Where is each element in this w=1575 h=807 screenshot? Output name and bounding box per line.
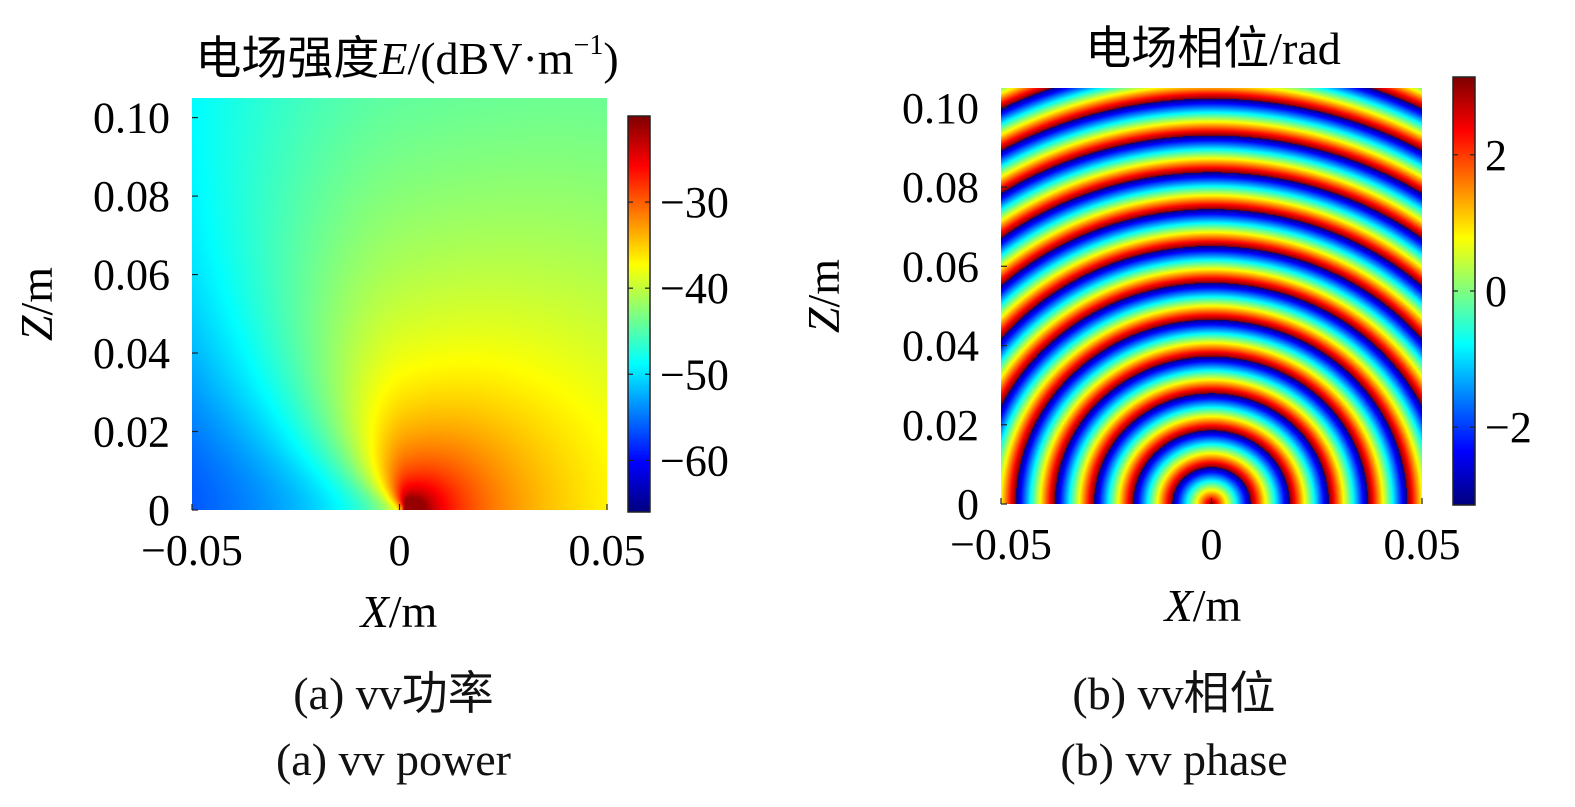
y-axis-label: Z/m — [798, 259, 849, 333]
y-tick-label: 0.06 — [902, 242, 979, 291]
caption-english: (a) vv power — [275, 734, 511, 785]
heatmap-plot-area — [1001, 88, 1422, 504]
y-tick-label: 0.06 — [93, 251, 170, 300]
y-tick-label: 0 — [957, 480, 979, 529]
colorbar-tick-label: −30 — [660, 178, 729, 227]
y-axis-unit: /m — [11, 267, 62, 316]
caption-chinese: (b) vv相位 — [1072, 668, 1276, 719]
title-symbol: E — [378, 33, 407, 84]
title-unit: /(dBV·m — [407, 33, 573, 84]
caption-chinese: (a) vv功率 — [293, 668, 494, 719]
y-axis-symbol: Z — [798, 307, 849, 333]
colorbar-tick-label: −60 — [660, 436, 729, 485]
x-axis-label: X/m — [1163, 580, 1242, 631]
caption-english: (b) vv phase — [1060, 734, 1288, 785]
y-tick-label: 0.02 — [902, 401, 979, 450]
y-tick-label: 0.10 — [93, 94, 170, 143]
x-axis-symbol: X — [359, 586, 391, 637]
title-close: ) — [603, 33, 618, 84]
colorbar-tick-label: −40 — [660, 264, 729, 313]
x-axis-unit: /m — [1193, 580, 1242, 631]
y-tick-label: 0.10 — [902, 84, 979, 133]
x-axis-label: X/m — [359, 586, 438, 637]
panel-vv-phase: 电场相位/rad −0.05 0 0.05 0 0.02 0.04 0.06 0.08 0.10… — [787, 0, 1575, 807]
y-tick-label: 0 — [148, 486, 170, 535]
title-exponent: −1 — [574, 30, 604, 61]
colorbar-tick-label: 0 — [1485, 267, 1507, 316]
colorbar-tick-label: −2 — [1485, 403, 1532, 452]
x-tick-label: −0.05 — [950, 520, 1052, 569]
colorbar-tick-label: −50 — [660, 350, 729, 399]
x-axis-unit: /m — [389, 586, 438, 637]
y-tick-label: 0.08 — [93, 172, 170, 221]
phase-heatmap-chart: 电场相位/rad −0.05 0 0.0500.020.040.060.080.10… — [798, 23, 1532, 631]
colorbar — [1453, 77, 1475, 505]
panel-vv-power: 电场强度E/(dBV·m−1) −0.05 0 0.05 0 0.02 0.04 0.06 0… — [0, 0, 787, 807]
heatmap-plot-area — [192, 98, 607, 510]
x-axis-symbol: X — [1163, 580, 1195, 631]
title-prefix: 电场强度 — [195, 33, 379, 84]
y-axis-symbol: Z — [11, 315, 62, 341]
y-tick-label: 0.04 — [902, 322, 979, 371]
chart-title: 电场强度E/(dBV·m−1) — [195, 30, 618, 84]
colorbar-gradient — [1453, 77, 1475, 505]
x-tick-label: 0 — [389, 526, 411, 575]
heatmap-image — [1001, 88, 1422, 504]
x-tick-label: −0.05 — [141, 526, 243, 575]
chart-title: 电场相位/rad — [1085, 23, 1341, 74]
x-tick-label: 0.05 — [1384, 520, 1461, 569]
y-axis-label: Z/m — [11, 267, 62, 341]
colorbar-gradient — [628, 116, 650, 512]
colorbar-frame — [627, 115, 651, 513]
x-tick-label: 0 — [1201, 520, 1223, 569]
x-tick-label: 0.05 — [569, 526, 646, 575]
y-tick-label: 0.02 — [93, 408, 170, 457]
y-axis-unit: /m — [798, 259, 849, 308]
y-tick-label: 0.04 — [93, 329, 170, 378]
power-heatmap-chart: 电场强度E/(dBV·m−1) −0.05 0 0.0500.020.040.060… — [11, 30, 729, 637]
axis-ticks: −0.05 0 0.0500.020.040.060.080.10−60−50−40… — [93, 94, 729, 575]
colorbar — [628, 116, 650, 512]
y-tick-label: 0.08 — [902, 163, 979, 212]
colorbar-tick-label: 2 — [1485, 131, 1507, 180]
heatmap-image — [192, 98, 607, 510]
